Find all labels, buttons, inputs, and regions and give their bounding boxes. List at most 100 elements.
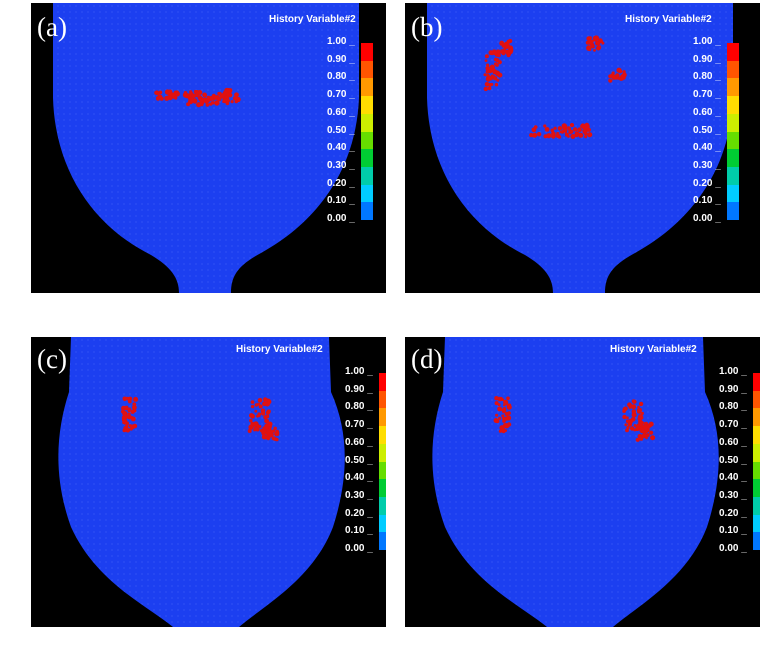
colorbar-tick-label: 1.00 _ <box>327 36 355 47</box>
colorbar-swatch <box>361 166 373 186</box>
damage-element <box>234 99 238 104</box>
damage-element <box>191 93 197 99</box>
damage-element <box>265 410 271 415</box>
colorbar-tick-label: 0.80 _ <box>719 401 747 413</box>
damage-element <box>608 78 613 83</box>
damage-element <box>497 406 502 412</box>
damage-element <box>644 429 649 433</box>
damage-element <box>125 427 131 433</box>
damage-element <box>615 73 620 78</box>
damage-element <box>584 123 590 129</box>
colorbar-title: History Variable#2 <box>236 344 323 355</box>
damage-element <box>205 103 210 107</box>
damage-element <box>550 128 555 133</box>
damage-element <box>626 426 630 430</box>
colorbar-swatch <box>753 390 760 409</box>
damage-element <box>494 62 498 66</box>
damage-element <box>264 418 269 424</box>
damage-element <box>256 414 259 418</box>
damage-element <box>638 401 644 407</box>
damage-element <box>638 414 644 420</box>
colorbar-swatch <box>379 532 386 551</box>
colorbar-title: History Variable#2 <box>269 14 356 25</box>
damage-element <box>631 399 636 403</box>
damage-element <box>174 91 180 97</box>
damage-element <box>501 398 505 402</box>
colorbar-swatch <box>727 202 739 221</box>
damage-element <box>562 126 566 130</box>
damage-element <box>650 435 656 441</box>
colorbar-swatch <box>753 479 760 498</box>
colorbar-tick-label: 0.90 _ <box>719 383 747 395</box>
colorbar-swatch <box>379 496 386 516</box>
damage-element <box>624 423 628 427</box>
colorbar-tick-label: 0.40 _ <box>719 472 747 484</box>
damage-element <box>492 69 498 75</box>
damage-element <box>575 132 578 135</box>
colorbar-tick-label: 0.20 _ <box>345 507 373 519</box>
damage-element <box>622 409 626 413</box>
damage-element <box>485 76 491 81</box>
colorbar-swatch <box>361 184 373 203</box>
damage-element <box>631 412 637 418</box>
damage-element <box>123 426 127 430</box>
colorbar-swatch <box>753 496 760 516</box>
mesh-plot <box>58 337 345 627</box>
damage-element <box>532 133 537 138</box>
damage-element <box>488 83 493 87</box>
colorbar-swatch <box>361 43 373 62</box>
colorbar-tick-label: 0.40 _ <box>345 472 373 484</box>
damage-element <box>568 130 573 135</box>
damage-element <box>553 126 557 130</box>
damage-element <box>506 403 509 406</box>
damage-element <box>209 96 214 100</box>
damage-element <box>567 135 570 138</box>
colorbar-swatch <box>727 43 739 62</box>
damage-element <box>564 131 568 134</box>
colorbar-swatch <box>379 461 386 480</box>
damage-element <box>254 403 259 407</box>
damage-element <box>490 64 495 69</box>
damage-element <box>498 416 502 420</box>
damage-element <box>631 409 636 414</box>
mesh-plot <box>432 337 719 627</box>
colorbar-swatch <box>753 408 760 427</box>
damage-element <box>536 132 542 137</box>
colorbar-tick-label: 0.30 _ <box>693 159 721 171</box>
damage-element <box>265 430 272 437</box>
damage-element <box>159 96 164 101</box>
mesh-plot <box>53 3 359 293</box>
damage-element <box>256 427 260 432</box>
damage-element <box>260 409 264 413</box>
damage-element <box>643 425 648 430</box>
damage-element <box>495 419 499 423</box>
damage-element <box>489 68 494 73</box>
colorbar-tick-label: 0.90 _ <box>345 383 373 395</box>
colorbar-tick-label: 0.50 _ <box>345 454 373 466</box>
damage-element <box>271 436 276 441</box>
colorbar-tick-label: 0.80 _ <box>327 71 355 83</box>
damage-element <box>506 404 512 410</box>
colorbar-tick-label: 0.90 _ <box>693 53 721 65</box>
damage-element <box>533 125 538 129</box>
colorbar-swatch <box>727 96 739 115</box>
damage-element <box>590 45 594 49</box>
damage-element <box>587 132 593 138</box>
damage-element <box>633 424 637 427</box>
colorbar-tick-label: 0.40 _ <box>693 142 721 154</box>
damage-element <box>127 397 132 402</box>
damage-element <box>608 74 612 79</box>
colorbar-swatch <box>379 426 386 445</box>
colorbar-swatch <box>379 373 386 392</box>
colorbar-tick-label: 0.20 _ <box>327 177 355 189</box>
damage-element <box>503 403 506 407</box>
damage-element <box>493 57 498 62</box>
damage-element <box>499 40 504 45</box>
damage-element <box>484 59 488 62</box>
damage-element <box>640 411 644 416</box>
damage-element <box>484 54 489 59</box>
damage-element <box>485 66 490 71</box>
colorbar-swatch <box>379 443 386 462</box>
colorbar-tick-label: 0.10 _ <box>345 525 373 537</box>
colorbar-swatch <box>361 149 373 168</box>
